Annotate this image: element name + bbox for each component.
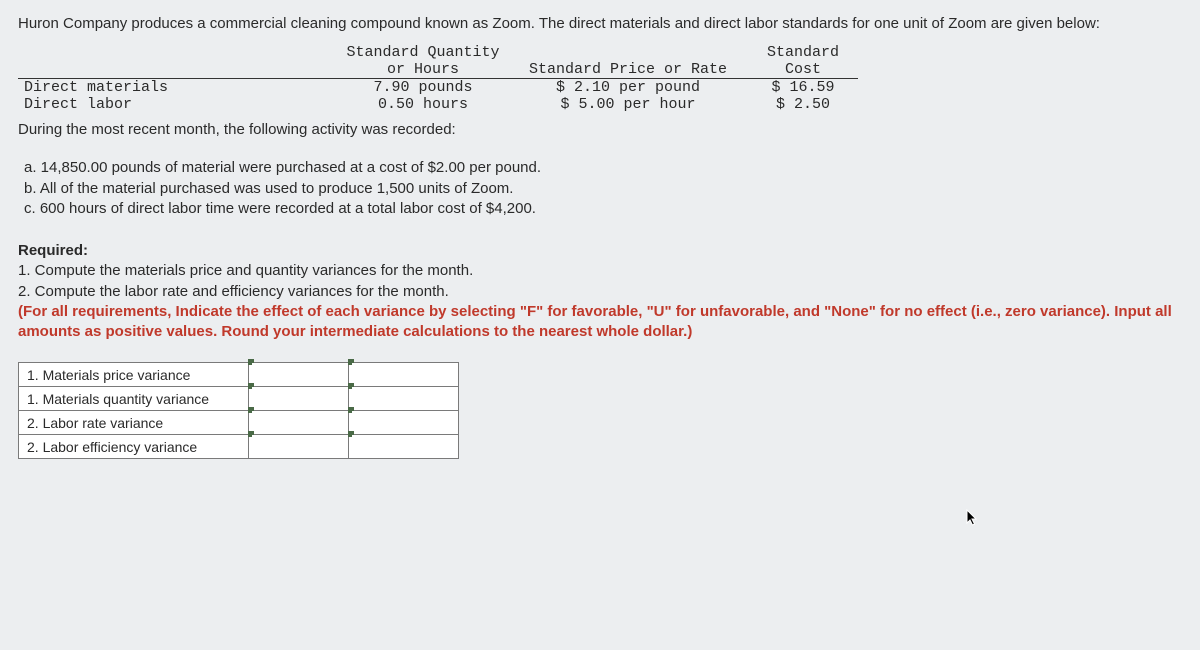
table-row: Direct materials 7.90 pounds $ 2.10 per … [18,79,858,97]
cursor-icon [966,509,980,532]
answer-row: 1. Materials quantity variance [19,387,459,411]
cell-marker-icon [348,407,354,413]
row-qty: 0.50 hours [338,96,508,113]
cell-marker-icon [348,383,354,389]
cell-marker-icon [248,431,254,437]
row-cost: $ 2.50 [748,96,858,113]
cell-marker-icon [248,383,254,389]
required-note: (For all requirements, Indicate the effe… [18,302,1182,343]
answer-table: 1. Materials price variance 1. Materials… [18,362,459,459]
cell-marker-icon [248,359,254,365]
required-2: 2. Compute the labor rate and efficiency… [18,282,1182,302]
fact-a: a. 14,850.00 pounds of material were pur… [24,158,1182,178]
answer-amount-input[interactable] [249,435,349,459]
facts-block: a. 14,850.00 pounds of material were pur… [24,158,1182,219]
answer-amount-input[interactable] [249,387,349,411]
answer-label: 2. Labor efficiency variance [19,435,249,459]
activity-line: During the most recent month, the follow… [18,121,1182,138]
required-heading: Required: [18,241,1182,261]
answer-label: 2. Labor rate variance [19,411,249,435]
header-rate: Standard Price or Rate [508,44,748,79]
answer-effect-select[interactable] [349,387,459,411]
required-block: Required: 1. Compute the materials price… [18,241,1182,342]
table-row: Direct labor 0.50 hours $ 5.00 per hour … [18,96,858,113]
answer-label: 1. Materials quantity variance [19,387,249,411]
answer-row: 1. Materials price variance [19,363,459,387]
row-label: Direct labor [18,96,338,113]
cell-marker-icon [348,359,354,365]
row-qty: 7.90 pounds [338,79,508,97]
answer-label: 1. Materials price variance [19,363,249,387]
answer-amount-input[interactable] [249,363,349,387]
cell-marker-icon [348,431,354,437]
row-cost: $ 16.59 [748,79,858,97]
fact-b: b. All of the material purchased was use… [24,179,1182,199]
required-1: 1. Compute the materials price and quant… [18,261,1182,281]
answer-row: 2. Labor efficiency variance [19,435,459,459]
header-qty: Standard Quantity or Hours [338,44,508,79]
standards-table: Standard Quantity or Hours Standard Pric… [18,44,858,113]
answer-row: 2. Labor rate variance [19,411,459,435]
row-rate: $ 5.00 per hour [508,96,748,113]
row-label: Direct materials [18,79,338,97]
answer-effect-select[interactable] [349,411,459,435]
problem-intro: Huron Company produces a commercial clea… [18,14,1182,34]
cell-marker-icon [248,407,254,413]
fact-c: c. 600 hours of direct labor time were r… [24,199,1182,219]
header-cost: Standard Cost [748,44,858,79]
answer-amount-input[interactable] [249,411,349,435]
row-rate: $ 2.10 per pound [508,79,748,97]
answer-effect-select[interactable] [349,363,459,387]
answer-effect-select[interactable] [349,435,459,459]
